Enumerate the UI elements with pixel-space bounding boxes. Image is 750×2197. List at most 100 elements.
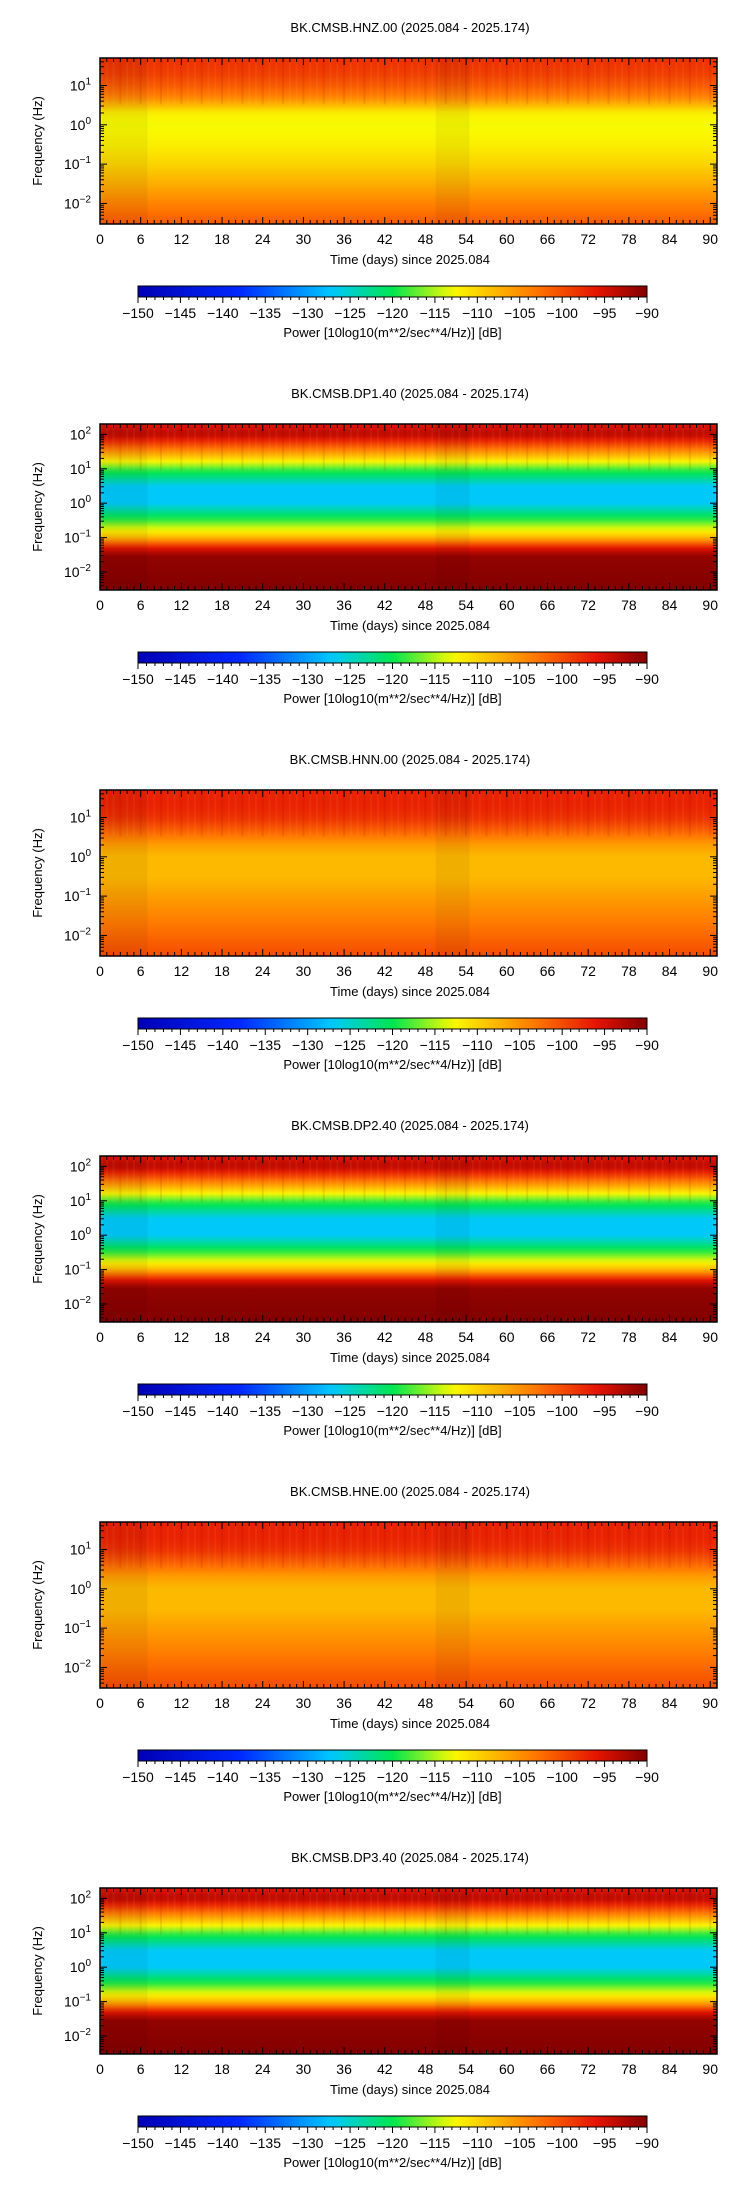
- colorbar-label: Power [10log10(m**2/sec**4/Hz)] [dB]: [283, 2155, 501, 2170]
- x-tick-label: 18: [214, 2061, 230, 2077]
- y-tick-label: 10−2: [64, 2027, 91, 2044]
- chart-title: BK.CMSB.HNZ.00 (2025.084 - 2025.174): [290, 20, 529, 35]
- x-tick-label: 78: [621, 597, 637, 613]
- colorbar-tick-label: −130: [292, 1769, 324, 1785]
- y-tick-label: 101: [70, 460, 92, 477]
- x-tick-label: 84: [662, 1329, 678, 1345]
- data-gap-band: [102, 1156, 148, 1322]
- x-tick-label: 24: [255, 231, 271, 247]
- x-axis-label: Time (days) since 2025.084: [330, 252, 490, 267]
- colorbar-tick-label: −100: [546, 1037, 578, 1053]
- x-tick-label: 48: [418, 1329, 434, 1345]
- x-tick-label: 66: [540, 597, 556, 613]
- x-tick-label: 0: [96, 597, 104, 613]
- colorbar-label: Power [10log10(m**2/sec**4/Hz)] [dB]: [283, 1789, 501, 1804]
- y-tick-label: 100: [70, 1226, 92, 1243]
- colorbar-tick-label: −100: [546, 305, 578, 321]
- colorbar-tick-label: −90: [635, 1037, 659, 1053]
- x-tick-label: 12: [174, 1329, 190, 1345]
- x-tick-label: 48: [418, 231, 434, 247]
- data-gap-band: [102, 424, 148, 590]
- data-gap-band: [435, 1888, 470, 2054]
- colorbar-tick-label: −145: [165, 305, 197, 321]
- colorbar-tick-label: −100: [546, 1403, 578, 1419]
- x-tick-label: 48: [418, 2061, 434, 2077]
- colorbar-tick-label: −115: [420, 1037, 451, 1053]
- x-tick-label: 36: [336, 1329, 352, 1345]
- data-gap-band: [102, 58, 148, 224]
- x-tick-label: 24: [255, 963, 271, 979]
- colorbar-tick-label: −105: [504, 1403, 536, 1419]
- x-tick-label: 54: [458, 1695, 474, 1711]
- colorbar-tick-label: −125: [334, 1037, 366, 1053]
- colorbar-tick-label: −90: [635, 1403, 659, 1419]
- colorbar-tick-label: −115: [420, 305, 451, 321]
- colorbar: [137, 2115, 648, 2128]
- x-tick-label: 60: [499, 2061, 515, 2077]
- y-tick-label: 10−1: [64, 529, 91, 546]
- colorbar-tick-label: −105: [504, 1037, 536, 1053]
- colorbar-tick-label: −100: [546, 2135, 578, 2151]
- x-tick-label: 54: [458, 2061, 474, 2077]
- x-tick-label: 72: [580, 231, 596, 247]
- colorbar-label: Power [10log10(m**2/sec**4/Hz)] [dB]: [283, 691, 501, 706]
- colorbar-tick-label: −95: [593, 671, 617, 687]
- colorbar-tick-label: −120: [377, 1403, 409, 1419]
- y-tick-label: 102: [70, 1157, 92, 1174]
- x-tick-label: 54: [458, 231, 474, 247]
- colorbar-tick-label: −150: [122, 671, 154, 687]
- colorbar-tick-label: −105: [504, 671, 536, 687]
- x-tick-label: 6: [137, 963, 145, 979]
- colorbar-tick-label: −110: [462, 305, 493, 321]
- spectrogram-chart: BK.CMSB.HNZ.00 (2025.084 - 2025.174) 0 6 12…: [30, 20, 718, 340]
- x-tick-label: 18: [214, 597, 230, 613]
- x-tick-label: 78: [621, 1695, 637, 1711]
- x-tick-label: 54: [458, 963, 474, 979]
- x-tick-label: 36: [336, 231, 352, 247]
- x-tick-label: 48: [418, 963, 434, 979]
- x-axis-label: Time (days) since 2025.084: [330, 984, 490, 999]
- colorbar-tick-label: −125: [334, 1403, 366, 1419]
- colorbar-tick-label: −140: [207, 1037, 239, 1053]
- colorbar-tick-label: −150: [122, 1769, 154, 1785]
- y-tick-label: 10−1: [64, 155, 91, 172]
- colorbar-tick-label: −115: [420, 671, 451, 687]
- chart-title: BK.CMSB.HNN.00 (2025.084 - 2025.174): [290, 752, 531, 767]
- colorbar-tick-label: −90: [635, 1769, 659, 1785]
- x-tick-label: 60: [499, 597, 515, 613]
- y-tick-label: 10−2: [64, 1295, 91, 1312]
- plot-frame: [99, 789, 718, 957]
- spectrogram-panel-hne: BK.CMSB.HNE.00 (2025.084 - 2025.174) 0 6 12…: [0, 1464, 750, 1826]
- colorbar-tick-label: −135: [249, 671, 281, 687]
- colorbar-tick-label: −100: [546, 671, 578, 687]
- spectrogram-heatmap: [100, 790, 717, 956]
- x-tick-label: 0: [96, 1329, 104, 1345]
- colorbar-tick-label: −110: [462, 671, 493, 687]
- y-tick-label: 102: [70, 1889, 92, 1906]
- x-tick-label: 18: [214, 963, 230, 979]
- colorbar-tick-label: −90: [635, 2135, 659, 2151]
- colorbar-tick-label: −135: [249, 1037, 281, 1053]
- spectrogram-chart: BK.CMSB.DP2.40 (2025.084 - 2025.174) 0 6 12…: [30, 1118, 718, 1438]
- x-tick-label: 78: [621, 963, 637, 979]
- x-axis-label: Time (days) since 2025.084: [330, 1716, 490, 1731]
- y-tick-label: 102: [70, 425, 92, 442]
- x-tick-label: 84: [662, 2061, 678, 2077]
- colorbar-tick-label: −110: [462, 1769, 493, 1785]
- x-tick-label: 84: [662, 231, 678, 247]
- x-tick-label: 30: [296, 1329, 312, 1345]
- data-gap-band: [435, 1156, 470, 1322]
- colorbar-tick-label: −125: [334, 671, 366, 687]
- colorbar-tick-label: −130: [292, 1037, 324, 1053]
- colorbar: [137, 651, 648, 664]
- spectrogram-chart: BK.CMSB.DP3.40 (2025.084 - 2025.174) 0 6 12…: [30, 1850, 718, 2170]
- x-tick-label: 24: [255, 597, 271, 613]
- colorbar-tick-label: −120: [377, 1037, 409, 1053]
- colorbar-tick-label: −115: [420, 2135, 451, 2151]
- y-tick-label: 101: [70, 76, 92, 93]
- plot-frame: [99, 57, 718, 225]
- plot-frame: [99, 1521, 718, 1689]
- spectrogram-heatmap: [100, 1156, 717, 1322]
- spectrogram-panel-dp1: BK.CMSB.DP1.40 (2025.084 - 2025.174) 0 6 12…: [0, 366, 750, 728]
- x-tick-label: 54: [458, 597, 474, 613]
